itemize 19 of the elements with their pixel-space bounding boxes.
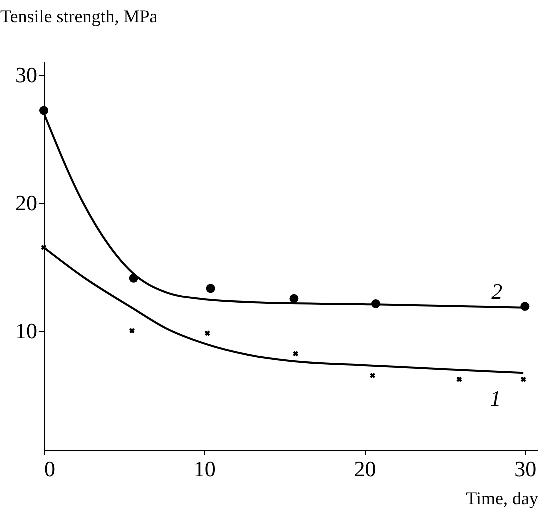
point (206, 284, 216, 294)
point (456, 376, 462, 382)
point (370, 373, 376, 378)
y-tick-label: 20 (16, 190, 38, 216)
y-tick-label: 30 (16, 62, 38, 88)
y-axis-title: Tensile strength, MPa (0, 6, 158, 26)
point (293, 351, 299, 357)
series-label: 1 (490, 386, 502, 412)
point (204, 330, 210, 336)
y-tick-label: 10 (16, 318, 38, 344)
point (520, 376, 526, 382)
series-label: 2 (492, 278, 503, 304)
point (290, 294, 299, 304)
point (40, 106, 48, 116)
x-tick-label: 20 (354, 456, 376, 482)
x-tick-label: 30 (514, 456, 537, 482)
point (130, 328, 135, 334)
x-tick-label: 10 (194, 456, 216, 482)
x-tick-label: 0 (44, 456, 56, 482)
